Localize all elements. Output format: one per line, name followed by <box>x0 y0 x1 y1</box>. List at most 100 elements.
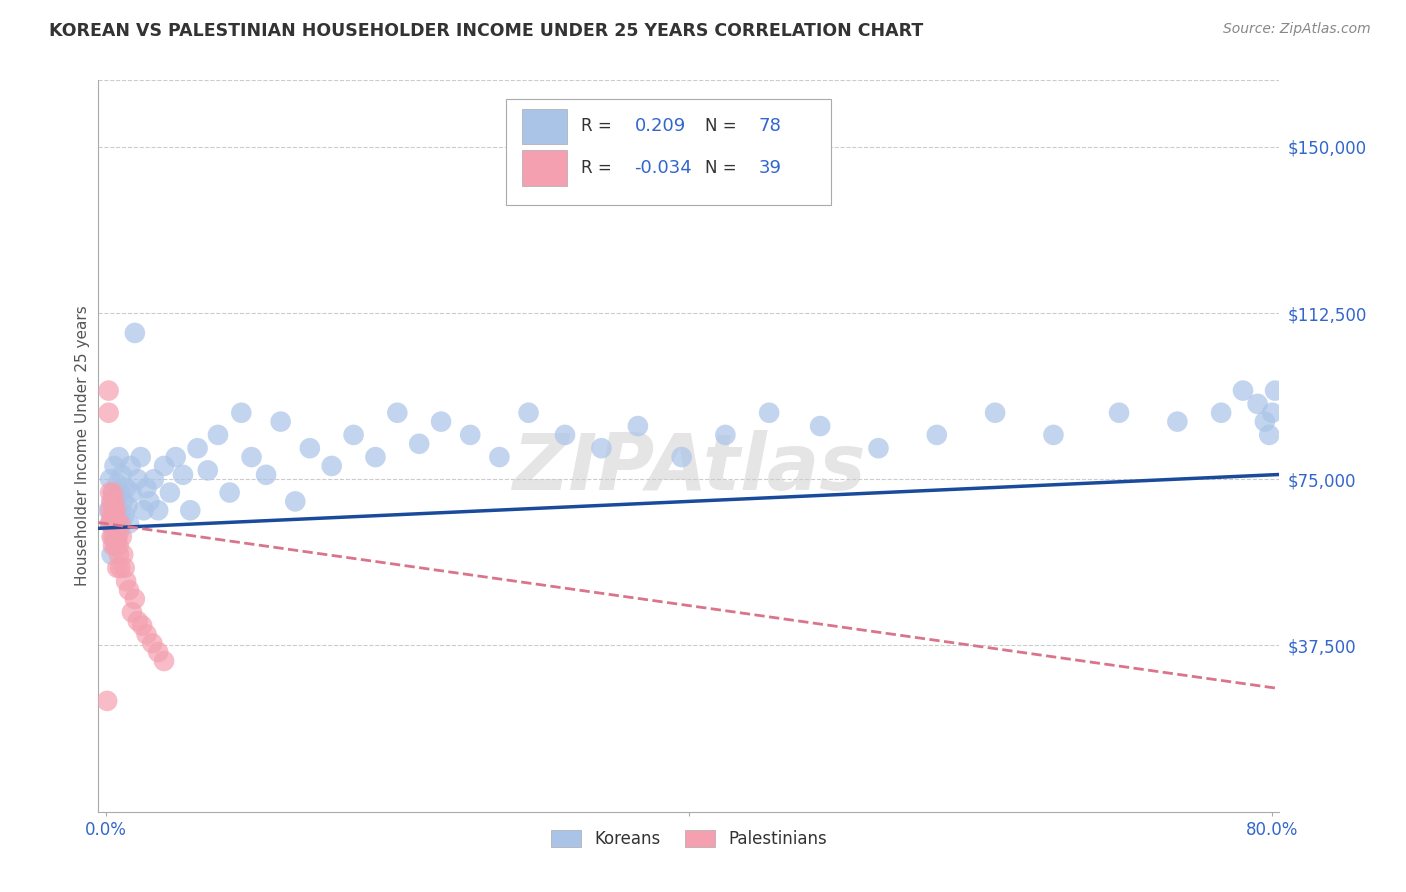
Point <box>153 654 176 668</box>
Point <box>231 406 253 420</box>
Point <box>100 494 122 508</box>
Point <box>321 458 343 473</box>
Point <box>179 503 201 517</box>
Point <box>103 530 125 544</box>
Point <box>108 539 131 553</box>
Point <box>284 494 307 508</box>
Point <box>142 472 165 486</box>
Point <box>1232 384 1254 398</box>
Point <box>97 406 120 420</box>
Point <box>148 503 170 517</box>
Point <box>104 494 127 508</box>
Point <box>103 494 125 508</box>
Point <box>101 516 124 531</box>
Point <box>808 419 831 434</box>
Text: -0.034: -0.034 <box>634 159 692 177</box>
Point <box>758 406 780 420</box>
Point <box>112 494 135 508</box>
Point <box>111 530 134 544</box>
Text: N =: N = <box>706 118 742 136</box>
Point <box>984 406 1007 420</box>
Point <box>104 503 127 517</box>
Point <box>103 458 125 473</box>
Point <box>1108 406 1130 420</box>
Point <box>342 428 364 442</box>
Text: N =: N = <box>706 159 742 177</box>
Point <box>110 516 132 531</box>
Point <box>1042 428 1064 442</box>
Point <box>108 525 131 540</box>
Point <box>103 508 125 522</box>
Point <box>105 561 128 575</box>
Y-axis label: Householder Income Under 25 years: Householder Income Under 25 years <box>75 306 90 586</box>
Point <box>671 450 693 464</box>
Point <box>114 508 136 522</box>
Point <box>105 516 128 531</box>
Point <box>100 494 122 508</box>
Point <box>714 428 737 442</box>
Point <box>1258 428 1281 442</box>
FancyBboxPatch shape <box>523 151 567 186</box>
Point <box>112 548 135 562</box>
Point <box>97 384 120 398</box>
Point <box>101 503 124 517</box>
Text: Source: ZipAtlas.com: Source: ZipAtlas.com <box>1223 22 1371 37</box>
Point <box>108 548 131 562</box>
Point <box>135 481 157 495</box>
Point <box>117 499 139 513</box>
Point <box>270 415 292 429</box>
Point <box>627 419 650 434</box>
Legend: Koreans, Palestinians: Koreans, Palestinians <box>544 823 834 855</box>
Point <box>127 472 149 486</box>
Point <box>98 485 121 500</box>
Point <box>364 450 387 464</box>
Point <box>153 458 176 473</box>
Point <box>138 494 160 508</box>
Point <box>110 561 132 575</box>
Point <box>387 406 409 420</box>
FancyBboxPatch shape <box>523 109 567 144</box>
Point <box>159 485 181 500</box>
FancyBboxPatch shape <box>506 99 831 204</box>
Point <box>110 503 132 517</box>
Point <box>458 428 481 442</box>
Point <box>101 485 124 500</box>
Point <box>121 605 143 619</box>
Point <box>98 503 121 517</box>
Point <box>298 441 321 455</box>
Point <box>218 485 240 500</box>
Point <box>925 428 948 442</box>
Point <box>111 467 134 482</box>
Point <box>100 530 122 544</box>
Point <box>430 415 453 429</box>
Point <box>187 441 209 455</box>
Point <box>105 476 128 491</box>
Point <box>97 503 120 517</box>
Point <box>96 694 118 708</box>
Point <box>408 437 430 451</box>
Point <box>120 458 142 473</box>
Point <box>488 450 510 464</box>
Point <box>118 583 141 598</box>
Point <box>111 516 134 531</box>
Point <box>517 406 540 420</box>
Point <box>868 441 890 455</box>
Point <box>165 450 187 464</box>
Point <box>104 539 127 553</box>
Point <box>118 516 141 531</box>
Text: KOREAN VS PALESTINIAN HOUSEHOLDER INCOME UNDER 25 YEARS CORRELATION CHART: KOREAN VS PALESTINIAN HOUSEHOLDER INCOME… <box>49 22 924 40</box>
Point <box>98 472 121 486</box>
Point <box>127 614 149 628</box>
Point <box>101 485 124 500</box>
Text: 39: 39 <box>759 159 782 177</box>
Point <box>100 548 122 562</box>
Text: ZIPAtlas: ZIPAtlas <box>512 430 866 506</box>
Point <box>105 530 128 544</box>
Point <box>135 627 157 641</box>
Point <box>1211 406 1233 420</box>
Point <box>1264 384 1286 398</box>
Point <box>124 591 146 606</box>
Point <box>172 467 194 482</box>
Point <box>100 512 122 526</box>
Point <box>108 450 131 464</box>
